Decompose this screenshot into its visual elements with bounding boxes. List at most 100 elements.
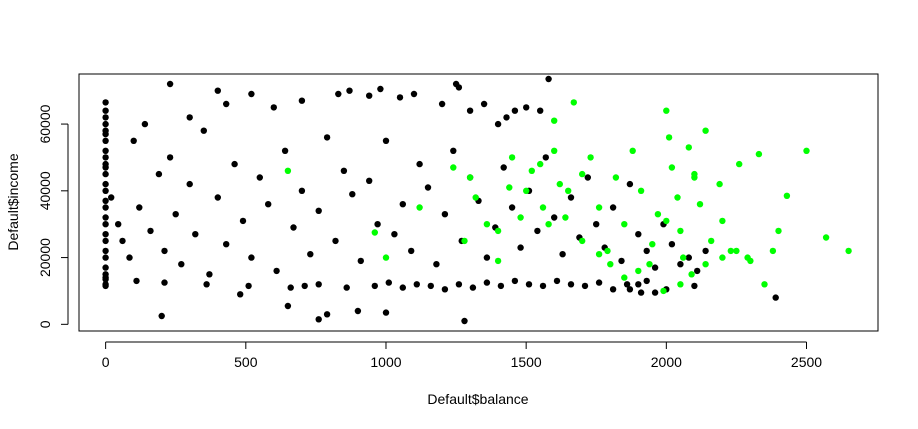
scatter-point bbox=[694, 267, 701, 275]
scatter-point bbox=[102, 237, 109, 245]
scatter-point bbox=[691, 174, 698, 181]
scatter-point bbox=[523, 187, 530, 194]
x-tick-label: 1500 bbox=[511, 354, 542, 370]
scatter-point bbox=[371, 282, 378, 290]
scatter-point bbox=[665, 134, 673, 141]
scatter-point bbox=[126, 254, 133, 261]
scatter-point bbox=[755, 150, 763, 158]
scatter-point bbox=[500, 164, 507, 171]
scatter-point bbox=[346, 87, 353, 94]
scatter-point bbox=[635, 281, 642, 288]
scatter-point bbox=[551, 117, 558, 124]
scatter-point bbox=[102, 154, 109, 161]
scatter-point bbox=[508, 204, 516, 211]
scatter-point bbox=[497, 282, 505, 290]
scatter-point bbox=[136, 204, 143, 211]
scatter-point bbox=[643, 277, 650, 285]
scatter-point bbox=[265, 201, 272, 208]
scatter-point bbox=[416, 160, 423, 168]
scatter-point bbox=[200, 127, 207, 134]
scatter-point bbox=[719, 217, 726, 225]
scatter-point bbox=[382, 309, 390, 316]
scatter-point bbox=[545, 75, 552, 83]
scatter-point bbox=[281, 147, 289, 154]
scatter-point bbox=[621, 274, 628, 281]
y-axis: 0 20000 40000 60000 bbox=[37, 104, 69, 328]
scatter-point bbox=[696, 201, 704, 208]
scatter-point bbox=[542, 154, 549, 161]
data-points bbox=[102, 75, 852, 325]
scatter-point bbox=[733, 247, 740, 255]
scatter-point bbox=[450, 147, 457, 154]
scatter-point bbox=[506, 184, 513, 191]
scatter-point bbox=[214, 87, 221, 94]
scatter-point bbox=[567, 281, 575, 288]
scatter-point bbox=[621, 221, 628, 228]
scatter-point bbox=[472, 194, 479, 201]
scatter-point bbox=[747, 257, 754, 265]
scatter-point bbox=[102, 137, 109, 144]
scatter-point bbox=[537, 160, 544, 168]
scatter-point bbox=[158, 312, 165, 320]
scatter-point bbox=[556, 180, 563, 188]
scatter-point bbox=[248, 90, 255, 98]
scatter-point bbox=[579, 170, 586, 178]
scatter-point bbox=[323, 134, 331, 141]
scatter-point bbox=[525, 281, 533, 288]
scatter-point bbox=[366, 177, 373, 184]
scatter-point bbox=[570, 99, 577, 106]
scatter-point bbox=[102, 221, 109, 228]
scatter-point bbox=[539, 204, 547, 211]
scatter-point bbox=[668, 164, 676, 171]
scatter-point bbox=[237, 291, 244, 298]
scatter-point bbox=[102, 147, 109, 154]
scatter-point bbox=[438, 100, 446, 108]
scatter-point bbox=[494, 120, 502, 128]
scatter-point bbox=[775, 227, 782, 235]
scatter-point bbox=[528, 167, 535, 174]
scatter-point bbox=[102, 187, 109, 194]
scatter-point bbox=[102, 231, 109, 238]
scatter-point bbox=[391, 231, 398, 238]
scatter-point bbox=[102, 114, 109, 121]
scatter-point bbox=[377, 85, 384, 93]
scatter-point bbox=[511, 277, 519, 285]
scatter-point bbox=[584, 174, 591, 181]
scatter-point bbox=[399, 284, 406, 291]
scatter-point bbox=[455, 84, 463, 91]
scatter-point bbox=[635, 231, 642, 238]
plot-frame bbox=[78, 73, 879, 332]
scatter-point bbox=[461, 237, 468, 245]
scatter-point bbox=[609, 204, 617, 211]
scatter-point bbox=[385, 279, 392, 286]
scatter-point bbox=[654, 211, 662, 218]
scatter-point bbox=[761, 281, 768, 288]
scatter-point bbox=[284, 302, 292, 310]
scatter-point bbox=[192, 231, 199, 238]
y-axis-title: Default$income bbox=[5, 153, 21, 250]
scatter-point bbox=[668, 241, 676, 248]
scatter-point bbox=[508, 154, 516, 161]
scatter-point bbox=[503, 114, 510, 121]
scatter-point bbox=[102, 107, 109, 114]
y-tick-label: 40000 bbox=[37, 171, 53, 210]
scatter-point bbox=[626, 180, 634, 188]
scatter-point bbox=[455, 281, 463, 288]
scatter-point bbox=[141, 120, 149, 128]
scatter-point bbox=[102, 120, 109, 128]
scatter-point bbox=[441, 286, 449, 293]
scatter-point bbox=[523, 104, 530, 111]
scatter-point bbox=[441, 211, 449, 218]
scatter-point bbox=[315, 207, 322, 214]
scatter-point bbox=[551, 147, 558, 154]
scatter-point bbox=[343, 284, 350, 291]
scatter-point bbox=[315, 281, 322, 288]
scatter-point bbox=[161, 247, 168, 255]
scatter-point bbox=[803, 147, 810, 154]
scatter-point bbox=[483, 279, 491, 286]
scatter-point bbox=[256, 174, 263, 181]
scatter-point bbox=[702, 127, 709, 134]
scatter-point bbox=[660, 287, 667, 295]
scatter-point bbox=[410, 90, 418, 98]
scatter-point bbox=[702, 247, 709, 255]
